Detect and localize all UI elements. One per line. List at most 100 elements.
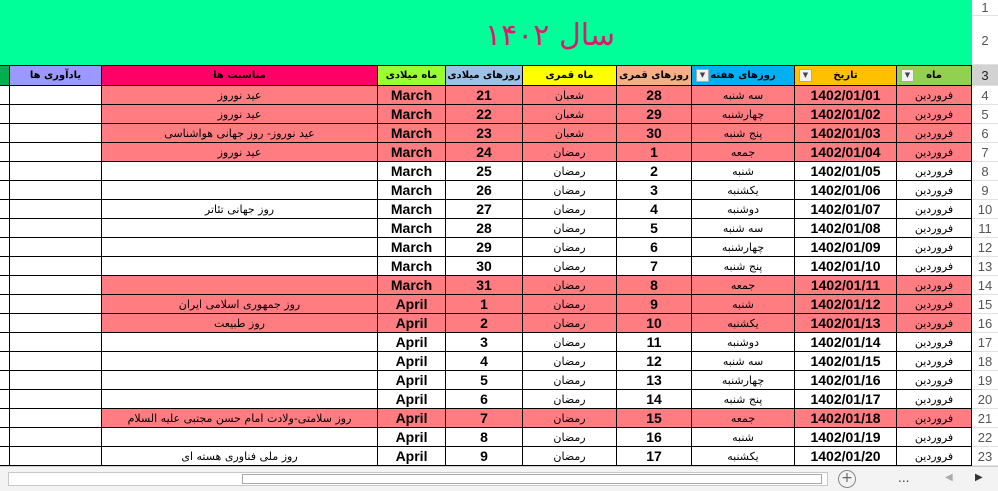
cell-gmonth[interactable]: April <box>378 352 446 371</box>
cell[interactable] <box>0 276 10 295</box>
row-header[interactable]: 20 <box>972 390 998 409</box>
header-gmonth[interactable]: ماه میلادی <box>378 65 446 86</box>
cell-date[interactable]: 1402/01/11 <box>795 276 897 295</box>
cell-month[interactable]: فروردین <box>897 295 972 314</box>
cell-lmonth[interactable]: رمضان <box>523 257 617 276</box>
cell-event[interactable] <box>102 181 378 200</box>
cell-date[interactable]: 1402/01/01 <box>795 86 897 105</box>
cell-rem[interactable] <box>10 295 102 314</box>
cell-lday[interactable]: 5 <box>617 219 692 238</box>
row-header[interactable]: 16 <box>972 314 998 333</box>
cell-rem[interactable] <box>10 181 102 200</box>
cell[interactable] <box>0 314 10 333</box>
cell-lmonth[interactable]: رمضان <box>523 371 617 390</box>
cell-date[interactable]: 1402/01/13 <box>795 314 897 333</box>
cell-month[interactable]: فروردین <box>897 390 972 409</box>
cell-lmonth[interactable]: رمضان <box>523 409 617 428</box>
cell-month[interactable]: فروردین <box>897 333 972 352</box>
cell-lmonth[interactable]: شعبان <box>523 105 617 124</box>
cell-gmonth[interactable]: March <box>378 143 446 162</box>
row-header[interactable]: 9 <box>972 181 998 200</box>
row-header[interactable]: 8 <box>972 162 998 181</box>
cell-weekday[interactable]: سه شنبه <box>692 352 795 371</box>
header-lmonth[interactable]: ماه قمری <box>523 65 617 86</box>
header-cell-partial[interactable] <box>0 65 10 86</box>
cell-date[interactable]: 1402/01/06 <box>795 181 897 200</box>
cell-month[interactable]: فروردین <box>897 238 972 257</box>
cell-weekday[interactable]: جمعه <box>692 143 795 162</box>
cell-event[interactable]: روز جهانی تئاتر <box>102 200 378 219</box>
header-gday[interactable]: روزهای میلادی <box>446 65 523 86</box>
cell-weekday[interactable]: چهارشنبه <box>692 371 795 390</box>
row-header[interactable]: 23 <box>972 447 998 466</box>
cell[interactable] <box>0 238 10 257</box>
cell-event[interactable] <box>102 428 378 447</box>
cell-month[interactable]: فروردین <box>897 371 972 390</box>
header-month[interactable]: ماه ▼ <box>897 65 972 86</box>
cell-gday[interactable]: 21 <box>446 86 523 105</box>
cell-weekday[interactable]: پنج شنبه <box>692 390 795 409</box>
cell-rem[interactable] <box>10 409 102 428</box>
cell[interactable] <box>0 257 10 276</box>
filter-dropdown-icon[interactable]: ▼ <box>799 69 812 82</box>
cell-date[interactable]: 1402/01/02 <box>795 105 897 124</box>
cell-lday[interactable]: 2 <box>617 162 692 181</box>
cell-gday[interactable]: 26 <box>446 181 523 200</box>
header-event[interactable]: مناسبت ها <box>102 65 378 86</box>
cell-gday[interactable]: 4 <box>446 352 523 371</box>
cell[interactable] <box>0 390 10 409</box>
cell[interactable] <box>0 162 10 181</box>
cell-rem[interactable] <box>10 314 102 333</box>
cell-rem[interactable] <box>10 162 102 181</box>
row-header[interactable]: 5 <box>972 105 998 124</box>
cell-lmonth[interactable]: رمضان <box>523 276 617 295</box>
cell-rem[interactable] <box>10 371 102 390</box>
cell-gday[interactable]: 8 <box>446 428 523 447</box>
cell-lday[interactable]: 13 <box>617 371 692 390</box>
row-header[interactable]: 11 <box>972 219 998 238</box>
cell-date[interactable]: 1402/01/03 <box>795 124 897 143</box>
cell-gmonth[interactable]: March <box>378 257 446 276</box>
horizontal-scrollbar[interactable] <box>8 472 828 486</box>
cell-gday[interactable]: 3 <box>446 333 523 352</box>
cell-lday[interactable]: 8 <box>617 276 692 295</box>
cell-lday[interactable]: 1 <box>617 143 692 162</box>
row-header[interactable]: 12 <box>972 238 998 257</box>
cell-event[interactable]: عید نوروز- روز جهانی هواشناسی <box>102 124 378 143</box>
cell-date[interactable]: 1402/01/07 <box>795 200 897 219</box>
cell-gday[interactable]: 24 <box>446 143 523 162</box>
cell-month[interactable]: فروردین <box>897 143 972 162</box>
cell-gmonth[interactable]: March <box>378 162 446 181</box>
cell-date[interactable]: 1402/01/19 <box>795 428 897 447</box>
cell-gmonth[interactable]: March <box>378 86 446 105</box>
cell-lday[interactable]: 16 <box>617 428 692 447</box>
cell-date[interactable]: 1402/01/05 <box>795 162 897 181</box>
cell-lmonth[interactable]: شعبان <box>523 124 617 143</box>
cell-lmonth[interactable]: شعبان <box>523 86 617 105</box>
row-header[interactable]: 7 <box>972 143 998 162</box>
cell[interactable] <box>0 143 10 162</box>
cell[interactable] <box>0 124 10 143</box>
cell[interactable] <box>0 86 10 105</box>
cell-rem[interactable] <box>10 390 102 409</box>
cell-gmonth[interactable]: March <box>378 219 446 238</box>
cell-lday[interactable]: 17 <box>617 447 692 466</box>
cell[interactable] <box>0 295 10 314</box>
cell-rem[interactable] <box>10 105 102 124</box>
cell-gday[interactable]: 30 <box>446 257 523 276</box>
cell-gmonth[interactable]: March <box>378 105 446 124</box>
cell-date[interactable]: 1402/01/09 <box>795 238 897 257</box>
cell-event[interactable] <box>102 276 378 295</box>
cell-gday[interactable]: 31 <box>446 276 523 295</box>
filter-dropdown-icon[interactable]: ▼ <box>696 69 709 82</box>
next-sheet-icon[interactable]: ▶ <box>975 472 983 483</box>
cell-lday[interactable]: 11 <box>617 333 692 352</box>
cell-gmonth[interactable]: April <box>378 447 446 466</box>
cell-gday[interactable]: 22 <box>446 105 523 124</box>
cell[interactable] <box>0 333 10 352</box>
cell-lday[interactable]: 3 <box>617 181 692 200</box>
cell-rem[interactable] <box>10 276 102 295</box>
cell-rem[interactable] <box>10 238 102 257</box>
cell-lday[interactable]: 6 <box>617 238 692 257</box>
cell[interactable] <box>0 200 10 219</box>
